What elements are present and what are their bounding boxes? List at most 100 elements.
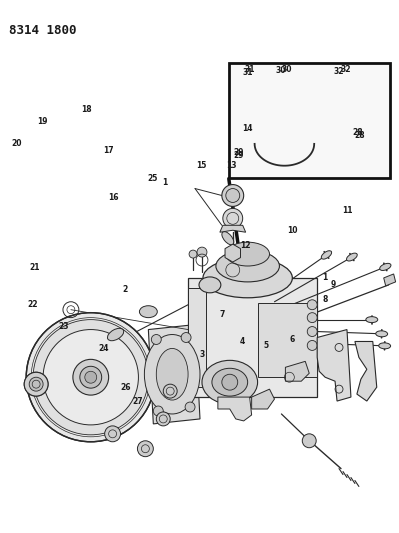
- Circle shape: [223, 208, 243, 228]
- Circle shape: [24, 372, 48, 396]
- Polygon shape: [148, 325, 200, 424]
- Text: 20: 20: [11, 139, 22, 148]
- Bar: [229, 63, 390, 177]
- Text: 32: 32: [341, 65, 352, 74]
- Text: 30: 30: [281, 65, 292, 74]
- Text: 7: 7: [220, 310, 225, 319]
- Circle shape: [354, 78, 364, 88]
- Circle shape: [197, 247, 207, 257]
- Text: 8314 1800: 8314 1800: [9, 23, 77, 37]
- Text: 10: 10: [287, 226, 298, 235]
- Circle shape: [73, 359, 109, 395]
- Text: 19: 19: [37, 117, 47, 125]
- Ellipse shape: [222, 232, 234, 245]
- Circle shape: [80, 366, 102, 388]
- Polygon shape: [258, 303, 317, 377]
- Circle shape: [163, 384, 177, 398]
- Text: 29: 29: [234, 148, 244, 157]
- Polygon shape: [188, 278, 317, 397]
- Ellipse shape: [349, 121, 373, 133]
- Text: 26: 26: [120, 383, 131, 392]
- Text: 17: 17: [103, 147, 113, 155]
- Circle shape: [137, 441, 153, 457]
- Ellipse shape: [321, 251, 332, 259]
- Polygon shape: [384, 274, 396, 286]
- Ellipse shape: [212, 368, 248, 396]
- Circle shape: [24, 372, 48, 396]
- Circle shape: [105, 426, 120, 442]
- Polygon shape: [218, 397, 252, 421]
- Polygon shape: [220, 225, 246, 232]
- Circle shape: [33, 320, 148, 435]
- Ellipse shape: [156, 349, 188, 400]
- Circle shape: [277, 99, 291, 113]
- Text: 28: 28: [352, 128, 363, 138]
- Ellipse shape: [379, 343, 391, 349]
- Text: 27: 27: [132, 397, 143, 406]
- Ellipse shape: [203, 258, 292, 298]
- Text: 18: 18: [81, 104, 91, 114]
- Circle shape: [307, 327, 317, 336]
- Circle shape: [29, 377, 43, 391]
- Text: 1: 1: [322, 273, 328, 282]
- Ellipse shape: [139, 306, 157, 318]
- Circle shape: [151, 335, 161, 344]
- Circle shape: [153, 406, 163, 416]
- Ellipse shape: [380, 263, 391, 270]
- Text: 8: 8: [322, 295, 328, 304]
- Text: 16: 16: [109, 193, 119, 202]
- Text: 2: 2: [122, 285, 128, 294]
- Circle shape: [302, 434, 316, 448]
- Circle shape: [222, 184, 244, 206]
- Text: 28: 28: [354, 132, 365, 140]
- Circle shape: [181, 333, 191, 343]
- Text: 9: 9: [331, 280, 336, 289]
- Circle shape: [85, 372, 97, 383]
- Text: 1: 1: [162, 178, 168, 187]
- Text: 12: 12: [240, 241, 250, 249]
- Text: 21: 21: [29, 263, 40, 272]
- Text: 6: 6: [289, 335, 294, 344]
- Text: 15: 15: [196, 161, 206, 170]
- Ellipse shape: [199, 277, 221, 293]
- Ellipse shape: [202, 360, 258, 404]
- Text: 31: 31: [243, 68, 253, 77]
- Text: 11: 11: [342, 206, 352, 215]
- Circle shape: [226, 189, 240, 203]
- Text: 24: 24: [99, 344, 109, 353]
- Circle shape: [222, 374, 238, 390]
- Circle shape: [246, 92, 264, 110]
- Text: 5: 5: [264, 341, 269, 350]
- Polygon shape: [225, 244, 241, 262]
- Ellipse shape: [216, 250, 279, 282]
- Text: 13: 13: [226, 161, 236, 170]
- Circle shape: [307, 313, 317, 322]
- Ellipse shape: [366, 317, 378, 322]
- Ellipse shape: [107, 328, 124, 341]
- Text: 23: 23: [58, 322, 69, 331]
- Polygon shape: [317, 329, 351, 401]
- Text: 14: 14: [242, 125, 252, 133]
- Circle shape: [249, 75, 261, 87]
- Text: 3: 3: [200, 350, 205, 359]
- Text: 32: 32: [334, 67, 344, 76]
- Circle shape: [29, 377, 43, 391]
- Polygon shape: [188, 288, 206, 387]
- Text: 30: 30: [275, 67, 286, 75]
- Ellipse shape: [341, 78, 361, 88]
- Circle shape: [185, 402, 195, 412]
- Text: 22: 22: [27, 300, 38, 309]
- Text: 4: 4: [240, 337, 245, 346]
- Text: 25: 25: [147, 174, 158, 183]
- Circle shape: [189, 250, 197, 258]
- Text: 31: 31: [245, 65, 255, 74]
- Circle shape: [156, 412, 170, 426]
- Ellipse shape: [226, 242, 269, 266]
- Circle shape: [43, 329, 138, 425]
- Text: 29: 29: [234, 151, 244, 160]
- Circle shape: [307, 300, 317, 310]
- Ellipse shape: [376, 331, 388, 337]
- Polygon shape: [285, 361, 309, 381]
- Circle shape: [307, 341, 317, 350]
- Circle shape: [26, 313, 155, 442]
